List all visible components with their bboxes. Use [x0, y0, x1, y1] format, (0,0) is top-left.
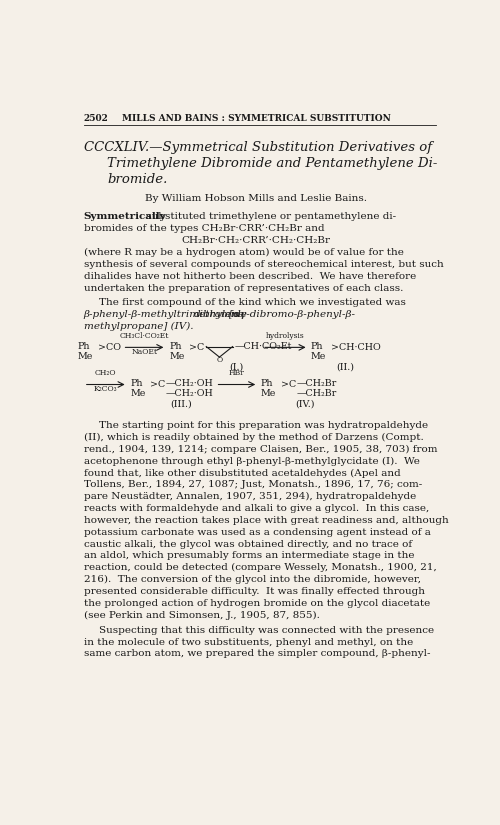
Text: Tollens, Ber., 1894, 27, 1087; Just, Monatsh., 1896, 17, 76; com-: Tollens, Ber., 1894, 27, 1087; Just, Mon…: [84, 480, 422, 489]
Text: synthesis of several compounds of stereochemical interest, but such: synthesis of several compounds of stereo…: [84, 260, 444, 269]
Text: reacts with formaldehyde and alkali to give a glycol.  In this case,: reacts with formaldehyde and alkali to g…: [84, 504, 429, 513]
Text: >CO: >CO: [98, 343, 121, 352]
Text: however, the reaction takes place with great readiness and, although: however, the reaction takes place with g…: [84, 516, 448, 525]
Text: Ph: Ph: [169, 342, 181, 351]
Text: —CH₂Br: —CH₂Br: [296, 379, 337, 388]
Text: pare Neustädter, Annalen, 1907, 351, 294), hydratropaldehyde: pare Neustädter, Annalen, 1907, 351, 294…: [84, 493, 416, 502]
Text: hydrolysis: hydrolysis: [266, 332, 304, 340]
Text: —CH·CO₂Et: —CH·CO₂Et: [234, 342, 292, 351]
Text: bromides of the types CH₂Br·CRR’·CH₂Br and: bromides of the types CH₂Br·CRR’·CH₂Br a…: [84, 224, 324, 233]
Text: O: O: [216, 356, 222, 365]
Text: acetophenone through ethyl β-phenyl-β-methylglycidate (I).  We: acetophenone through ethyl β-phenyl-β-me…: [84, 457, 419, 466]
Text: Ph: Ph: [78, 342, 90, 351]
Text: Me: Me: [130, 389, 146, 398]
Text: dibromide: dibromide: [194, 310, 248, 319]
Text: (II.): (II.): [336, 362, 354, 371]
Text: —CH₂·OH: —CH₂·OH: [166, 389, 214, 398]
Text: NaOEt: NaOEt: [132, 348, 158, 356]
Text: Me: Me: [310, 352, 326, 361]
Text: CCCXLIV.—Symmetrical Substitution Derivatives of: CCCXLIV.—Symmetrical Substitution Deriva…: [84, 141, 432, 153]
Text: Suspecting that this difficulty was connected with the presence: Suspecting that this difficulty was conn…: [100, 625, 434, 634]
Text: the prolonged action of hydrogen bromide on the glycol diacetate: the prolonged action of hydrogen bromide…: [84, 599, 430, 608]
Text: potassium carbonate was used as a condensing agent instead of a: potassium carbonate was used as a conden…: [84, 528, 430, 537]
Text: The starting point for this preparation was hydratropaldehyde: The starting point for this preparation …: [100, 421, 428, 430]
Text: MILLS AND BAINS : SYMMETRICAL SUBSTITUTION: MILLS AND BAINS : SYMMETRICAL SUBSTITUTI…: [122, 114, 390, 123]
Text: Trimethylene Dibromide and Pentamethylene Di-: Trimethylene Dibromide and Pentamethylen…: [107, 157, 438, 170]
Text: Symmetrically: Symmetrically: [84, 213, 166, 221]
Text: same carbon atom, we prepared the simpler compound, β-phenyl-: same carbon atom, we prepared the simple…: [84, 649, 430, 658]
Text: bromide.: bromide.: [107, 172, 168, 186]
Text: CH₂O: CH₂O: [95, 369, 116, 377]
Text: (II), which is readily obtained by the method of Darzens (Compt.: (II), which is readily obtained by the m…: [84, 433, 423, 442]
Text: Ph: Ph: [130, 379, 143, 388]
Text: dihalides have not hitherto been described.  We have therefore: dihalides have not hitherto been describ…: [84, 271, 416, 280]
Text: (IV.): (IV.): [296, 399, 315, 408]
Text: K₂CO₃: K₂CO₃: [94, 385, 118, 393]
Text: >CH·CHO: >CH·CHO: [330, 343, 380, 352]
Text: caustic alkali, the glycol was obtained directly, and no trace of: caustic alkali, the glycol was obtained …: [84, 540, 412, 549]
Text: (where R may be a hydrogen atom) would be of value for the: (where R may be a hydrogen atom) would b…: [84, 248, 404, 257]
Text: Ph: Ph: [261, 379, 274, 388]
Text: 216).  The conversion of the glycol into the dibromide, however,: 216). The conversion of the glycol into …: [84, 575, 421, 584]
Text: [αγ-dibromo-β-phenyl-β-: [αγ-dibromo-β-phenyl-β-: [229, 310, 355, 319]
Text: reaction, could be detected (compare Wessely, Monatsh., 1900, 21,: reaction, could be detected (compare Wes…: [84, 563, 436, 573]
Text: Me: Me: [261, 389, 276, 398]
Text: an aldol, which presumably forms an intermediate stage in the: an aldol, which presumably forms an inte…: [84, 551, 414, 560]
Text: (see Perkin and Simonsen, J., 1905, 87, 855).: (see Perkin and Simonsen, J., 1905, 87, …: [84, 610, 320, 620]
Text: rend., 1904, 139, 1214; compare Claisen, Ber., 1905, 38, 703) from: rend., 1904, 139, 1214; compare Claisen,…: [84, 445, 438, 454]
Text: Me: Me: [169, 352, 184, 361]
Text: CH₃Cl·CO₂Et: CH₃Cl·CO₂Et: [120, 332, 169, 340]
Text: substituted trimethylene or pentamethylene di-: substituted trimethylene or pentamethyle…: [143, 213, 396, 221]
Text: found that, like other disubstituted acetaldehydes (Apel and: found that, like other disubstituted ace…: [84, 469, 400, 478]
Text: presented considerable difficulty.  It was finally effected through: presented considerable difficulty. It wa…: [84, 587, 425, 596]
Text: HBr: HBr: [229, 369, 245, 377]
Text: —CH₂·OH: —CH₂·OH: [166, 379, 214, 388]
Text: >C: >C: [189, 343, 204, 352]
Text: >C: >C: [281, 380, 296, 389]
Text: The first compound of the kind which we investigated was: The first compound of the kind which we …: [100, 298, 406, 307]
Text: >C: >C: [150, 380, 166, 389]
Text: Me: Me: [78, 352, 94, 361]
Text: (I.): (I.): [230, 362, 244, 371]
Text: By William Hobson Mills and Leslie Bains.: By William Hobson Mills and Leslie Bains…: [145, 194, 367, 203]
Text: in the molecule of two substituents, phenyl and methyl, on the: in the molecule of two substituents, phe…: [84, 638, 413, 647]
Text: —CH₂Br: —CH₂Br: [296, 389, 337, 398]
Text: methylpropane] (IV).: methylpropane] (IV).: [84, 322, 194, 331]
Text: (III.): (III.): [170, 399, 192, 408]
Text: 2502: 2502: [84, 114, 108, 123]
Text: β-phenyl-β-methyltrimethylene: β-phenyl-β-methyltrimethylene: [84, 310, 245, 319]
Text: Ph: Ph: [310, 342, 323, 351]
Text: CH₂Br·CH₂·CRR’·CH₂·CH₂Br: CH₂Br·CH₂·CRR’·CH₂·CH₂Br: [182, 236, 331, 245]
Text: undertaken the preparation of representatives of each class.: undertaken the preparation of representa…: [84, 284, 403, 293]
